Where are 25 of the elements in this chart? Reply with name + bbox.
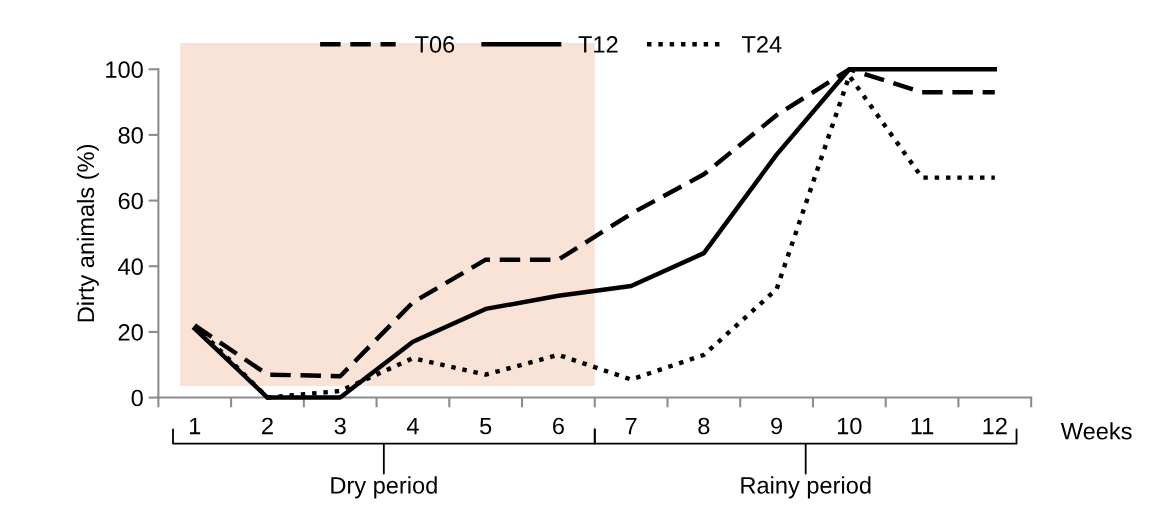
y-tick-label: 20 <box>118 323 143 341</box>
x-tick-label: 12 <box>983 417 1007 435</box>
legend-label: T24 <box>741 36 782 53</box>
x-tick-label: 1 <box>189 417 201 435</box>
text: Dry period <box>331 476 437 499</box>
x-axis-title: Weeks <box>1060 422 1132 440</box>
x-tick-label: 5 <box>480 417 492 435</box>
y-tick-label: 100 <box>106 61 143 79</box>
x-tick-label: 9 <box>771 417 783 435</box>
y-tick-label: 80 <box>118 126 143 144</box>
y-tick-label: 40 <box>118 258 143 276</box>
x-tick-label: 2 <box>262 417 273 435</box>
x-tick-label: 6 <box>553 417 564 435</box>
x-tick-label: 10 <box>837 417 862 435</box>
legend-label: T06 <box>415 36 455 53</box>
x-tick-label: 3 <box>334 417 346 435</box>
y-axis-title: Dirty animals (%) <box>76 145 99 322</box>
legend-label: T12 <box>578 36 618 53</box>
y-tick-label: 0 <box>131 389 143 407</box>
x-tick-label: 11 <box>911 417 934 435</box>
text: Rainy period <box>741 476 871 499</box>
y-tick-label: 60 <box>118 192 143 210</box>
x-tick-label: 7 <box>625 417 637 435</box>
x-tick-label: 8 <box>698 417 710 435</box>
x-tick-label: 4 <box>406 417 419 435</box>
